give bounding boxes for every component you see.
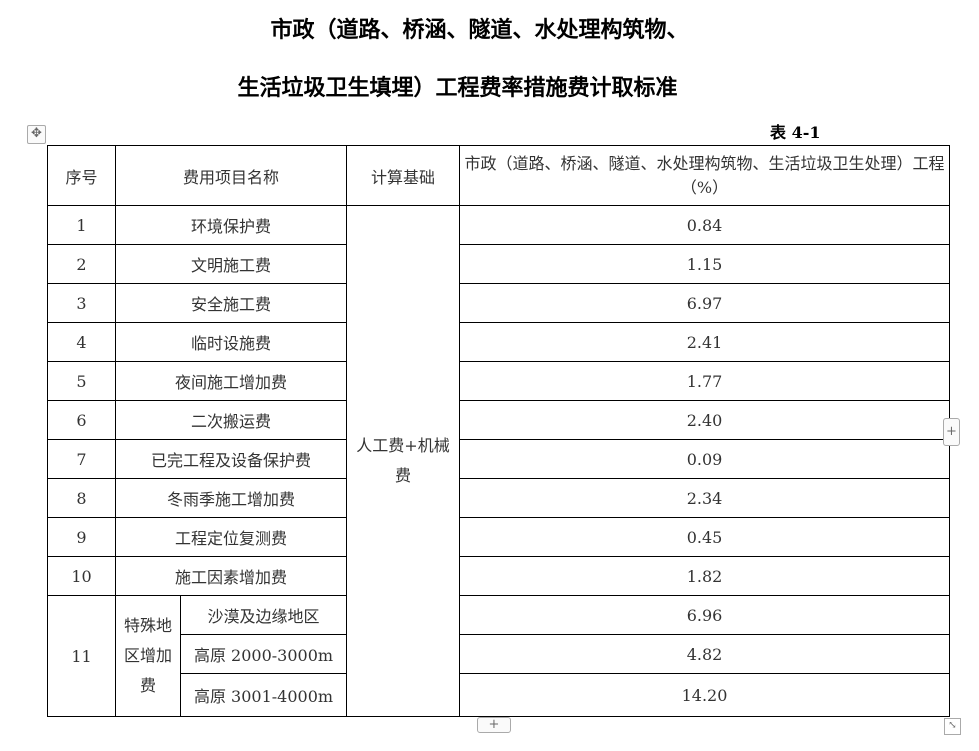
document-title-line1: 市政（道路、桥涵、隧道、水处理构筑物、 xyxy=(270,17,689,43)
calc-base: 人工费+机械费 xyxy=(346,205,460,717)
table-resize-icon[interactable]: ⤡ xyxy=(944,718,961,735)
row-name: 安全施工费 xyxy=(115,283,347,323)
table-row: 5 夜间施工增加费 1.77 xyxy=(47,361,950,401)
row-no: 7 xyxy=(47,439,116,479)
row-rate: 1.15 xyxy=(459,244,950,284)
row-name: 冬雨季施工增加费 xyxy=(115,478,347,518)
row-name: 临时设施费 xyxy=(115,322,347,362)
table-row: 4 临时设施费 2.41 xyxy=(47,322,950,362)
row-rate: 14.20 xyxy=(459,673,950,717)
table-row: 9 工程定位复测费 0.45 xyxy=(47,517,950,557)
fee-table: 序号 费用项目名称 计算基础 市政（道路、桥涵、隧道、水处理构筑物、生活垃圾卫生… xyxy=(47,145,950,717)
add-row-plus-icon[interactable]: + xyxy=(477,717,511,733)
row-no: 10 xyxy=(47,556,116,596)
table-row: 高原 3001-4000m 14.20 xyxy=(48,673,950,717)
row-rate: 6.97 xyxy=(459,283,950,323)
table-move-icon[interactable]: ✥ xyxy=(27,125,46,144)
row-no: 9 xyxy=(47,517,116,557)
row-rate: 6.96 xyxy=(459,595,950,635)
table-row: 3 安全施工费 6.97 xyxy=(47,283,950,323)
add-column-plus-icon[interactable]: + xyxy=(943,418,960,446)
table-row: 2 文明施工费 1.15 xyxy=(47,244,950,284)
row-rate: 0.45 xyxy=(459,517,950,557)
special-name: 特殊地区增加费 xyxy=(115,595,181,717)
row-name: 工程定位复测费 xyxy=(115,517,347,557)
row-no: 4 xyxy=(47,322,116,362)
row-rate: 0.84 xyxy=(459,205,950,245)
table-row: 7 已完工程及设备保护费 0.09 xyxy=(47,439,950,479)
row-no: 2 xyxy=(47,244,116,284)
table-row: 6 二次搬运费 2.40 xyxy=(47,400,950,440)
row-rate: 1.82 xyxy=(459,556,950,596)
row-name: 已完工程及设备保护费 xyxy=(115,439,347,479)
table-row: 10 施工因素增加费 1.82 xyxy=(47,556,950,596)
table-row: 高原 2000-3000m 4.82 xyxy=(48,634,950,674)
row-no: 11 xyxy=(47,595,116,717)
sub-name: 高原 2000-3000m xyxy=(180,634,347,674)
table-row: 1 环境保护费 人工费+机械费 0.84 xyxy=(47,205,950,717)
table-row: 11 特殊地区增加费 沙漠及边缘地区 6.96 xyxy=(47,595,950,717)
row-rate: 2.40 xyxy=(459,400,950,440)
row-name: 文明施工费 xyxy=(115,244,347,284)
header-name: 费用项目名称 xyxy=(115,145,347,206)
header-no: 序号 xyxy=(47,145,116,206)
row-name: 二次搬运费 xyxy=(115,400,347,440)
row-name: 环境保护费 xyxy=(115,205,347,245)
row-name: 施工因素增加费 xyxy=(115,556,347,596)
row-name: 夜间施工增加费 xyxy=(115,361,347,401)
row-rate: 2.41 xyxy=(459,322,950,362)
row-no: 1 xyxy=(47,205,116,245)
document-title-line2: 生活垃圾卫生填埋）工程费率措施费计取标准 xyxy=(237,75,678,101)
sub-name: 高原 3001-4000m xyxy=(180,673,347,717)
row-no: 3 xyxy=(47,283,116,323)
row-rate: 0.09 xyxy=(459,439,950,479)
row-rate: 2.34 xyxy=(459,478,950,518)
row-no: 6 xyxy=(47,400,116,440)
row-rate: 4.82 xyxy=(459,634,950,674)
row-no: 5 xyxy=(47,361,116,401)
row-no: 8 xyxy=(47,478,116,518)
table-row: 8 冬雨季施工增加费 2.34 xyxy=(47,478,950,518)
row-rate: 1.77 xyxy=(459,361,950,401)
table-number: 表 4-1 xyxy=(770,123,821,142)
header-rate: 市政（道路、桥涵、隧道、水处理构筑物、生活垃圾卫生处理）工程（%） xyxy=(459,145,950,206)
sub-name: 沙漠及边缘地区 xyxy=(180,595,347,635)
header-base: 计算基础 xyxy=(346,145,460,206)
